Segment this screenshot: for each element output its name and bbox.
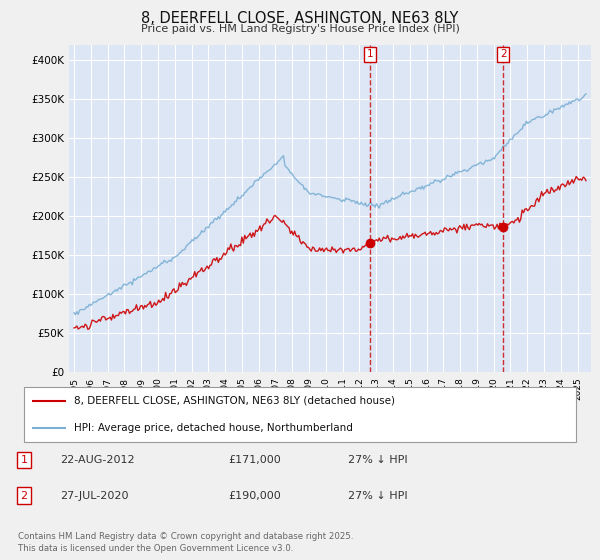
Text: 22-AUG-2012: 22-AUG-2012 — [60, 455, 134, 465]
Text: £171,000: £171,000 — [228, 455, 281, 465]
Text: HPI: Average price, detached house, Northumberland: HPI: Average price, detached house, Nort… — [74, 423, 353, 433]
Text: 27% ↓ HPI: 27% ↓ HPI — [348, 455, 407, 465]
Text: 1: 1 — [367, 49, 373, 59]
Text: 1: 1 — [20, 455, 28, 465]
Text: 2: 2 — [20, 491, 28, 501]
Text: Contains HM Land Registry data © Crown copyright and database right 2025.
This d: Contains HM Land Registry data © Crown c… — [18, 532, 353, 553]
Text: 8, DEERFELL CLOSE, ASHINGTON, NE63 8LY: 8, DEERFELL CLOSE, ASHINGTON, NE63 8LY — [142, 11, 458, 26]
FancyBboxPatch shape — [23, 386, 577, 442]
Text: 2: 2 — [500, 49, 506, 59]
Text: 27% ↓ HPI: 27% ↓ HPI — [348, 491, 407, 501]
Text: £190,000: £190,000 — [228, 491, 281, 501]
Text: Price paid vs. HM Land Registry's House Price Index (HPI): Price paid vs. HM Land Registry's House … — [140, 24, 460, 34]
Text: 27-JUL-2020: 27-JUL-2020 — [60, 491, 128, 501]
Text: 8, DEERFELL CLOSE, ASHINGTON, NE63 8LY (detached house): 8, DEERFELL CLOSE, ASHINGTON, NE63 8LY (… — [74, 396, 395, 406]
